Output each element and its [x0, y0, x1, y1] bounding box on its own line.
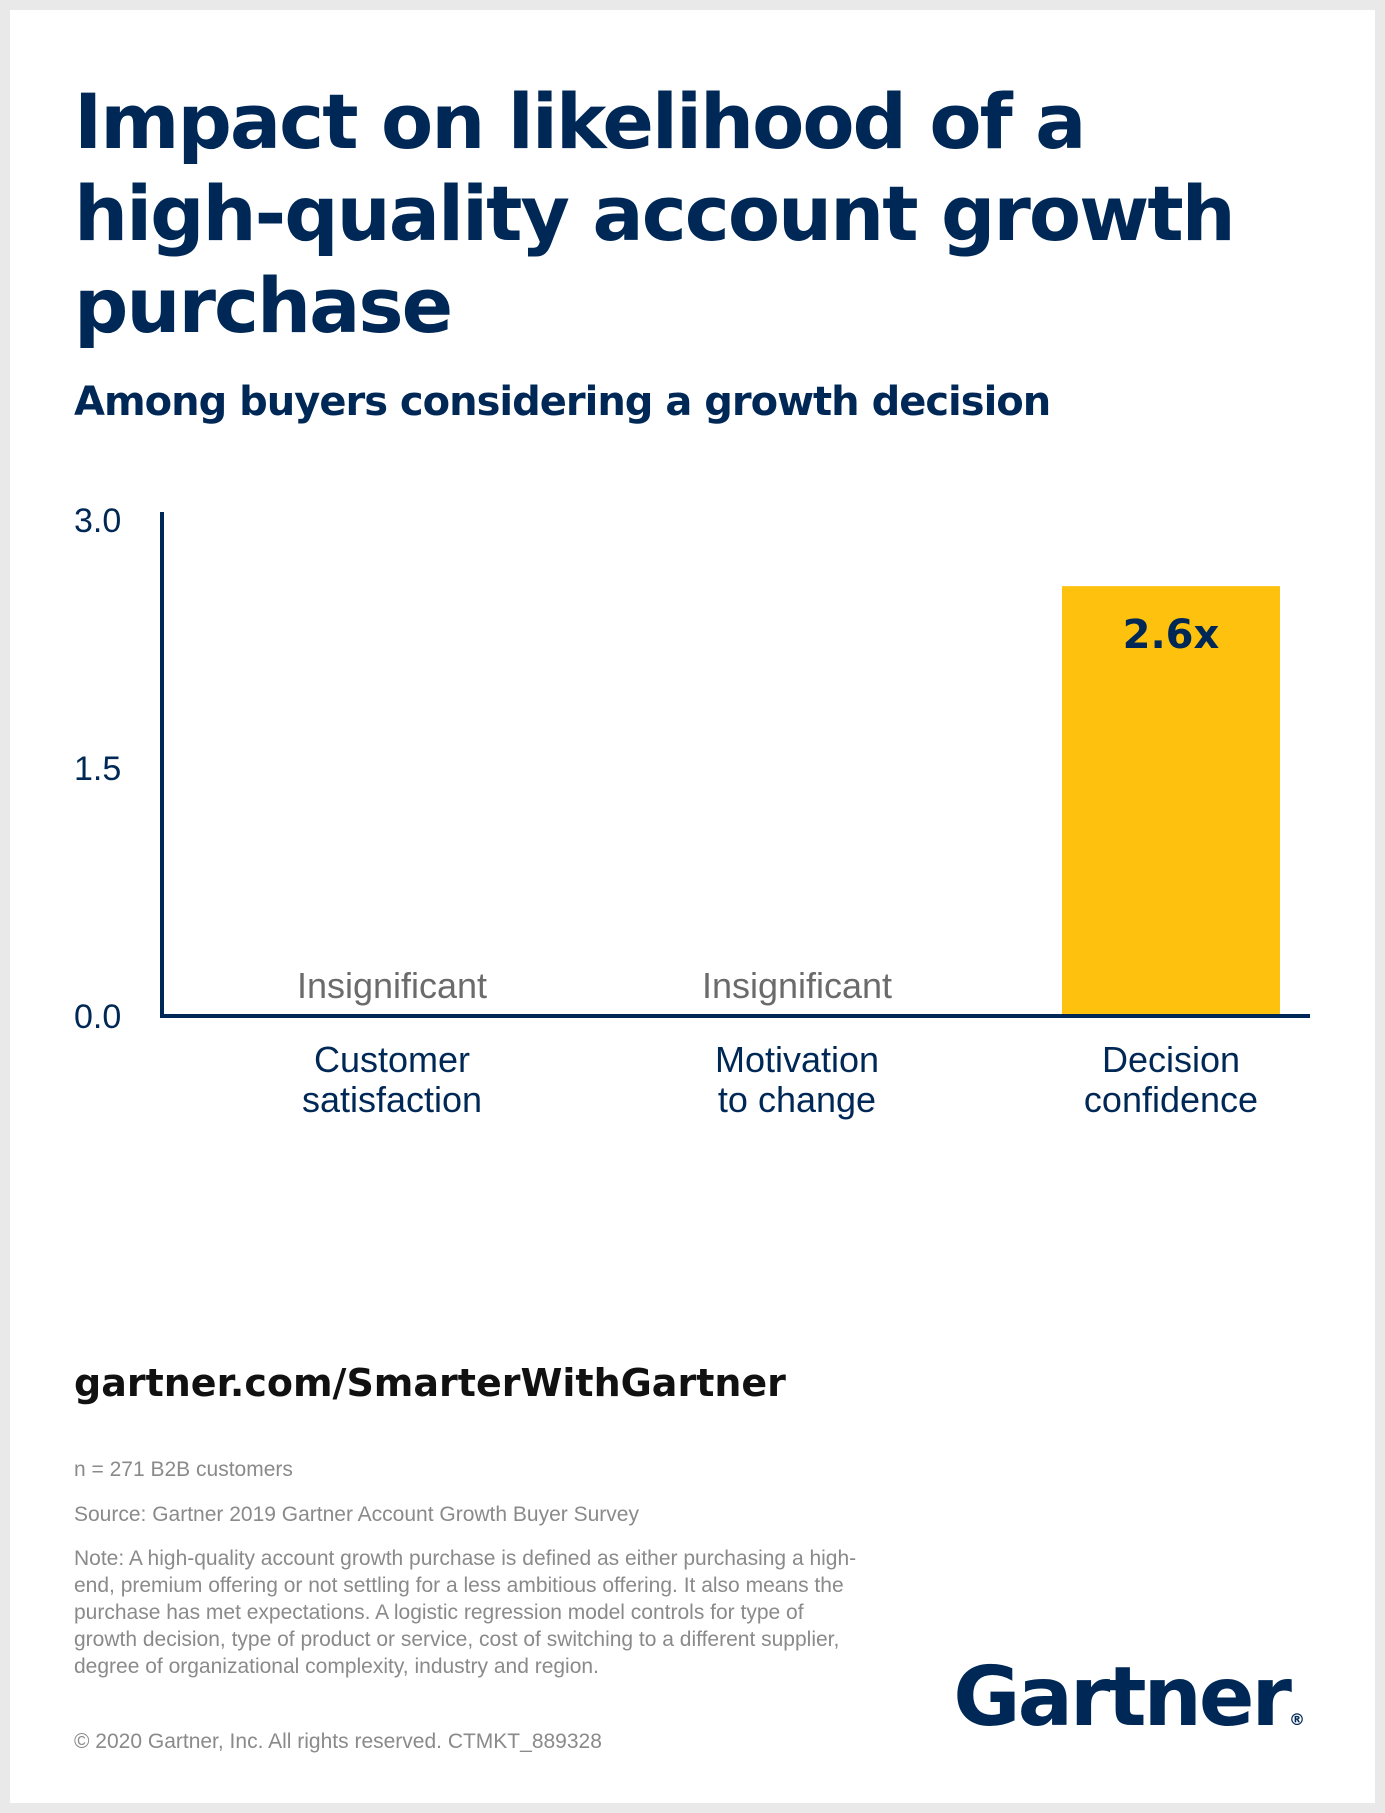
x-category-label: Decision	[1102, 1039, 1240, 1080]
bar-value-label: Insignificant	[297, 965, 487, 1006]
y-tick-label: 3.0	[74, 502, 121, 540]
x-category-label: to change	[718, 1079, 876, 1120]
logo-text: Gartner	[953, 1650, 1292, 1745]
bar-value-label: Insignificant	[702, 965, 892, 1006]
infographic-card: Impact on likelihood of a high-quality a…	[10, 10, 1375, 1803]
y-tick-label: 0.0	[74, 998, 121, 1036]
chart-subtitle: Among buyers considering a growth decisi…	[74, 379, 1051, 425]
x-category-label: confidence	[1084, 1079, 1258, 1120]
y-tick-label: 1.5	[74, 750, 121, 788]
x-category-label: Motivation	[715, 1039, 879, 1080]
methodology-note: Note: A high-quality account growth purc…	[74, 1547, 857, 1678]
bar-chart: 3.0 1.5 0.0 Insignificant Customersatisfacti…	[74, 502, 1310, 1120]
x-category-label: Customer	[314, 1039, 470, 1080]
bar-value-label: 2.6x	[1123, 612, 1220, 658]
bar	[1062, 586, 1280, 1014]
chart-title: Impact on likelihood of a high-quality a…	[74, 77, 1236, 350]
gartner-logo: Gartner®	[953, 1650, 1305, 1768]
source-url[interactable]: gartner.com/SmarterWithGartner	[74, 1361, 786, 1405]
sample-size-note: n = 271 B2B customers	[74, 1458, 293, 1481]
copyright-note: © 2020 Gartner, Inc. All rights reserved…	[74, 1730, 602, 1753]
x-category-label: satisfaction	[302, 1079, 482, 1120]
source-note: Source: Gartner 2019 Gartner Account Gro…	[74, 1503, 639, 1526]
registered-mark: ®	[1289, 1710, 1305, 1729]
